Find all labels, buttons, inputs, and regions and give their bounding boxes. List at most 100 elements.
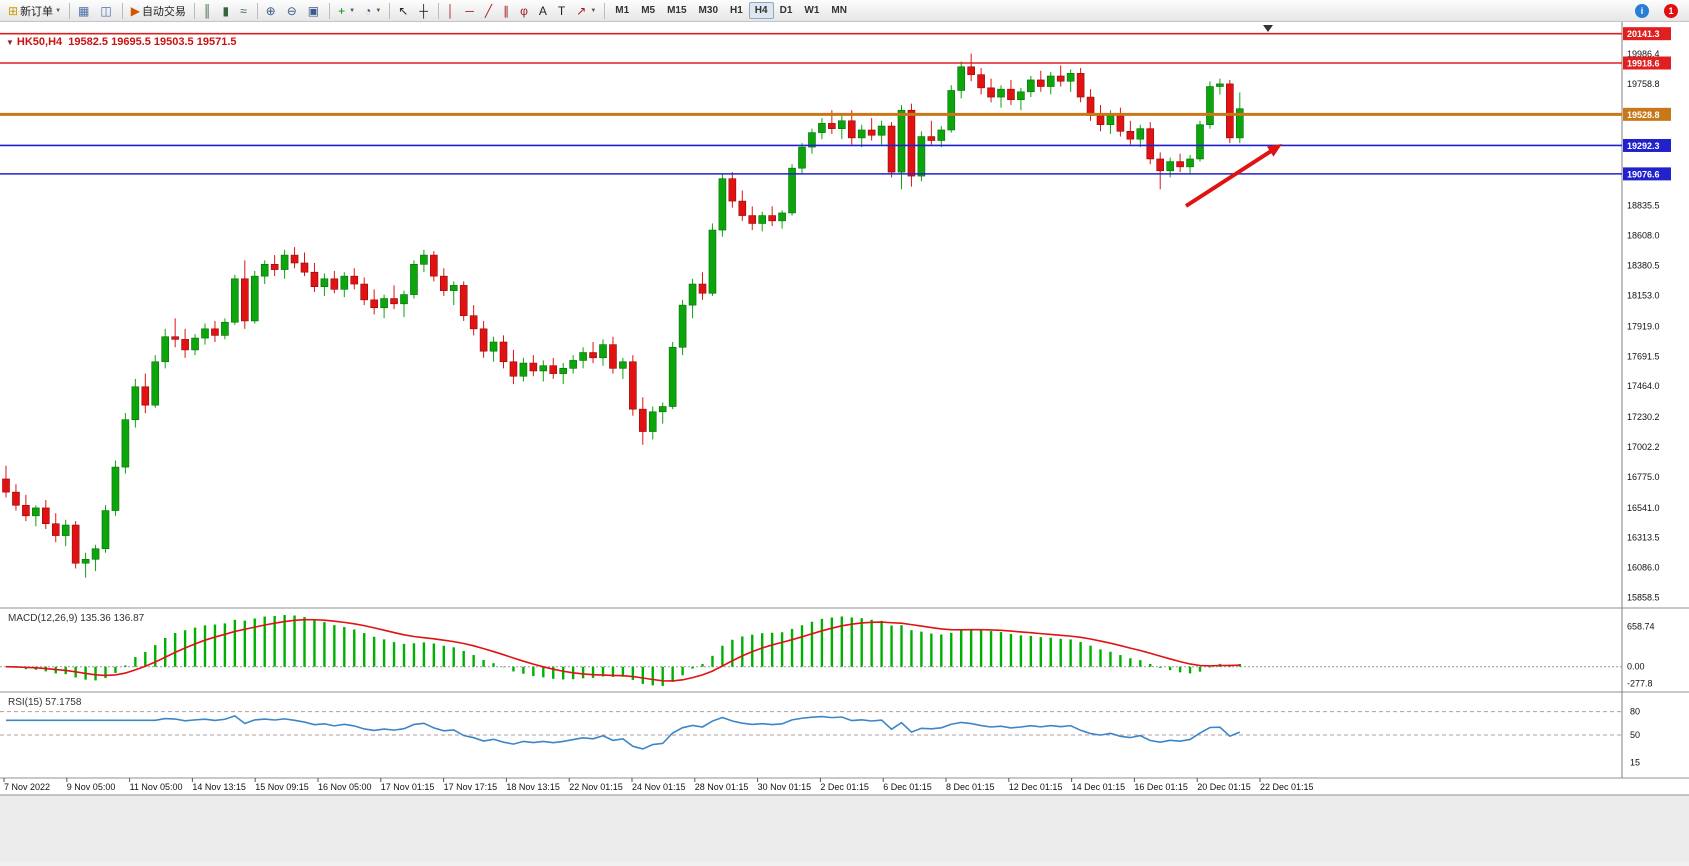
profiles-icon[interactable]: ◫ (96, 1, 117, 21)
candle-body (290, 254, 299, 264)
horizontal-line-icon[interactable]: ─ (461, 1, 480, 21)
channel-icon[interactable]: ∥ (499, 1, 515, 21)
indicators-icon-caret: ▼ (349, 7, 356, 14)
timeframe-d1[interactable]: D1 (779, 5, 793, 16)
timeframe-m1[interactable]: M1 (615, 5, 630, 16)
fibonacci-icon[interactable]: φ (516, 1, 534, 21)
timeframe-h4[interactable]: H4 (748, 2, 774, 19)
line-chart-icon[interactable]: ≈ (236, 1, 253, 21)
candle-body (1037, 79, 1045, 87)
timeframe-h1[interactable]: H1 (730, 5, 743, 16)
timeframe-mn[interactable]: MN (831, 5, 847, 16)
date-axis-label: 9 Nov 05:00 (67, 782, 116, 792)
chart-shift-marker-icon[interactable] (1263, 25, 1273, 32)
candle-body (310, 271, 319, 287)
candle-body (678, 304, 687, 348)
bar-chart-icon[interactable]: ║ (199, 1, 218, 21)
candle-body (758, 215, 767, 224)
candle-body (798, 146, 806, 169)
label-icon-glyph: T (557, 3, 566, 18)
timeframe-m30[interactable]: M30 (698, 5, 718, 16)
notifications-badge[interactable]: 1 (1657, 1, 1685, 21)
price-badge-label: 19292.3 (1627, 141, 1660, 151)
vertical-line-icon[interactable]: │ (443, 1, 461, 21)
timeframe-w1[interactable]: W1 (804, 5, 820, 16)
indicators-icon[interactable]: + ▼ (334, 1, 359, 21)
community-icon-circle: i (1635, 3, 1649, 18)
candle-body (1007, 88, 1015, 100)
candle-body (330, 278, 339, 290)
candle-body (1156, 158, 1164, 172)
tile-windows-icon[interactable]: ▣ (304, 1, 325, 21)
auto-trading-button[interactable]: ▶ 自动交易 (127, 1, 190, 21)
price-axis-label: 16541.0 (1627, 503, 1660, 513)
candle-body (1226, 83, 1234, 139)
candle-body (638, 408, 647, 432)
arrows-icon[interactable]: ↗ ▼ (572, 1, 600, 21)
notifications-badge-circle: 1 (1664, 3, 1678, 18)
cycles-icon-caret: ▼ (375, 7, 382, 14)
crosshair-icon[interactable]: ┼ (415, 1, 434, 21)
date-axis-label: 22 Nov 01:15 (569, 782, 623, 792)
price-badge-label: 19076.6 (1627, 169, 1660, 179)
community-icon[interactable]: i (1628, 1, 1656, 21)
new-order-button-label: 新订单 (20, 5, 54, 18)
chart-window-icon[interactable]: ▦ (74, 1, 95, 21)
trendline-icon[interactable]: ╱ (481, 1, 498, 21)
candle-body (71, 524, 80, 564)
cycles-icon[interactable]: ◔ ▼ (360, 1, 385, 21)
candle-body (658, 406, 667, 413)
cursor-icon[interactable]: ↖ (394, 1, 414, 21)
candlestick-chart-icon-glyph: ▮ (222, 3, 230, 18)
chart-canvas[interactable]: 19986.4 19758.8 18835.5 18608.0 18380.5 18153… (0, 22, 1689, 862)
horizontal-line-icon-glyph: ─ (465, 3, 474, 18)
candle-body (778, 212, 786, 222)
candle-body (847, 120, 856, 139)
price-badge (1623, 56, 1671, 70)
text-icon[interactable]: A (535, 1, 553, 21)
candle-body (947, 90, 956, 131)
toolbar-separator (121, 2, 123, 19)
candle-body (688, 283, 697, 306)
candle-body (91, 548, 100, 560)
candlestick-chart-icon[interactable]: ▮ (218, 1, 235, 21)
candle-body (1186, 158, 1194, 168)
chart-window-icon-glyph: ▦ (78, 3, 90, 18)
date-axis-label: 17 Nov 01:15 (381, 782, 435, 792)
candle-body (390, 298, 398, 305)
date-axis-label: 12 Dec 01:15 (1009, 782, 1063, 792)
new-order-button[interactable]: ⊞ 新订单 ▼ (4, 1, 65, 21)
candle-body (459, 285, 468, 316)
date-axis-label: 14 Nov 13:15 (192, 782, 246, 792)
candle-body (499, 341, 508, 363)
price-badge-label: 19528.8 (1627, 110, 1660, 120)
candle-body (609, 344, 617, 369)
annotation-arrow-line[interactable] (1184, 147, 1275, 208)
candle-body (1066, 73, 1075, 82)
timeframe-m15[interactable]: M15 (667, 5, 687, 16)
candle-body (549, 365, 558, 374)
candle-body (410, 264, 418, 295)
timeframe-m5[interactable]: M5 (641, 5, 656, 16)
price-badge-label: 20141.3 (1627, 29, 1660, 39)
candle-body (509, 361, 518, 377)
zoom-in-icon[interactable]: ⊕ (262, 1, 282, 21)
candle-body (250, 275, 259, 322)
candle-body (648, 411, 657, 432)
candle-body (12, 491, 20, 506)
label-icon[interactable]: T (554, 1, 571, 21)
price-axis-label: 17464.0 (1627, 381, 1660, 391)
candle-body (1116, 113, 1125, 132)
candle-body (1136, 128, 1145, 140)
candle-body (489, 341, 498, 352)
price-axis-label: 18608.0 (1627, 231, 1660, 241)
date-axis-label: 11 Nov 05:00 (130, 782, 183, 792)
zoom-out-icon[interactable]: ⊖ (283, 1, 303, 21)
chart-background (0, 22, 1689, 861)
candle-body (569, 360, 577, 369)
candle-body (430, 254, 438, 277)
date-axis-label: 24 Nov 01:15 (632, 782, 686, 792)
candle-body (270, 264, 279, 270)
chart-area[interactable]: 19986.4 19758.8 18835.5 18608.0 18380.5 18153… (0, 22, 1689, 862)
candle-body (439, 275, 448, 291)
